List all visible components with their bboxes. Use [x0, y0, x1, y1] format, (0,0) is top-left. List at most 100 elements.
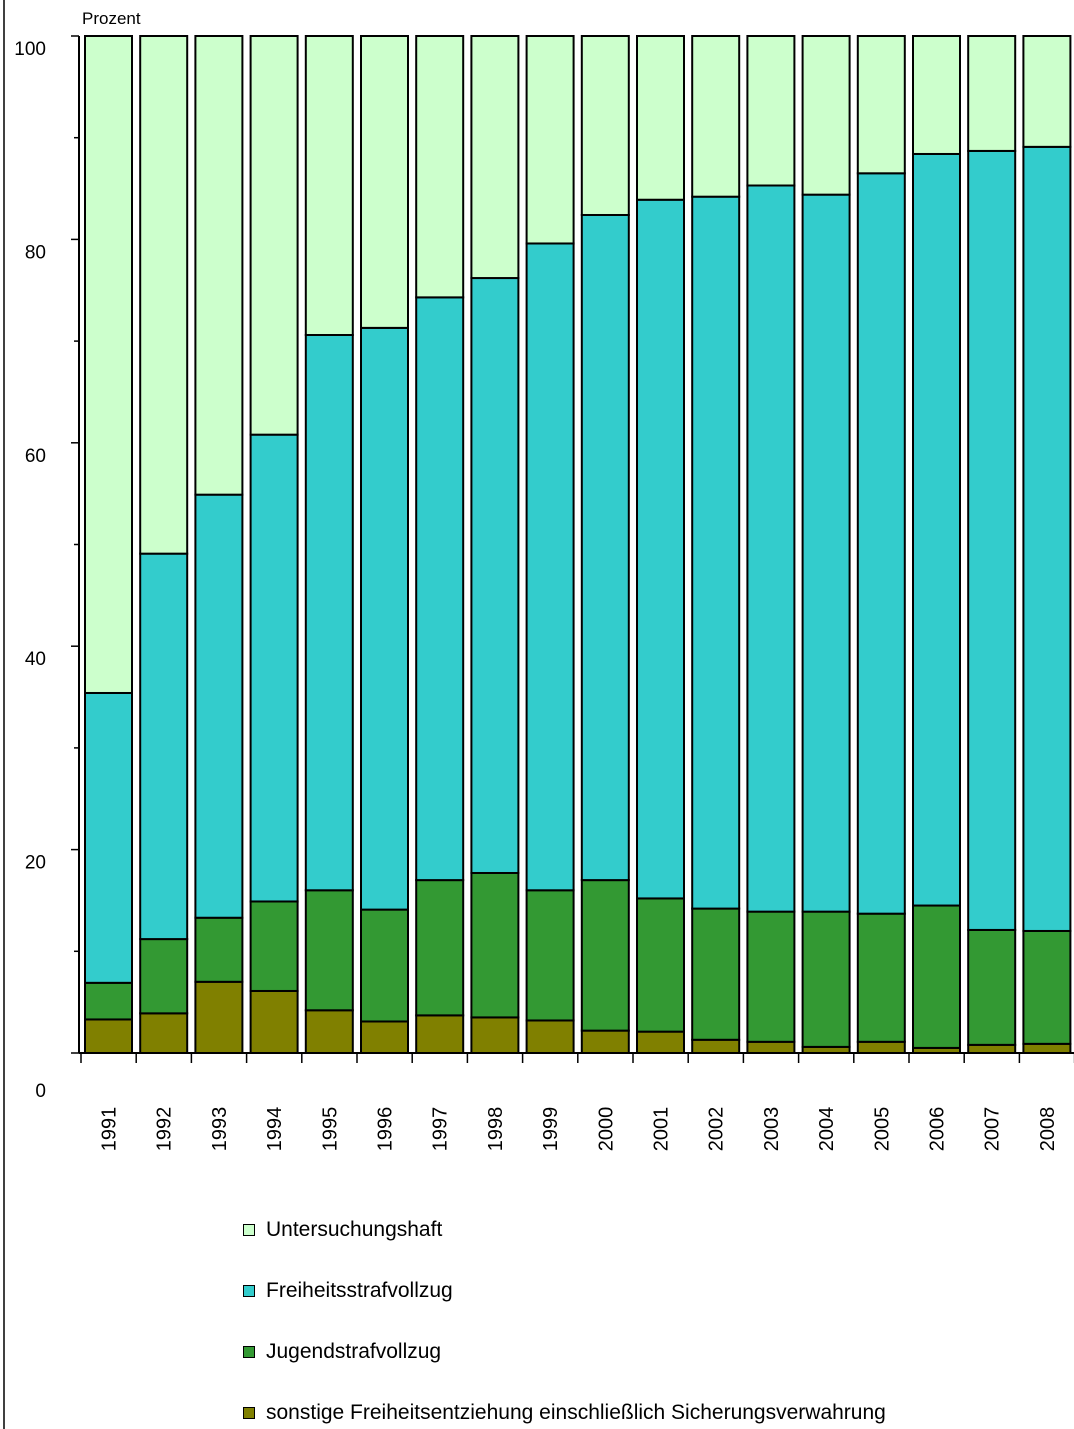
- bar-segment: [194, 35, 244, 496]
- x-tick-label: 1995: [319, 1107, 341, 1152]
- bar-segment: [415, 35, 465, 299]
- bar-segment: [856, 35, 906, 175]
- bar-segment: [415, 296, 465, 882]
- bar-segment: [139, 35, 189, 555]
- bar-segment: [746, 910, 796, 1043]
- bar-segment: [194, 916, 244, 983]
- bar-segment: [580, 879, 630, 1032]
- legend-swatch: [243, 1407, 255, 1419]
- bar-segment: [691, 35, 741, 198]
- y-tick-label: 80: [25, 242, 46, 263]
- bar-segment: [856, 912, 906, 1043]
- x-tick-label: 1996: [375, 1107, 397, 1152]
- x-tick-label: 1992: [154, 1107, 176, 1152]
- legend-item-freiheitsstrafvollzug: Freiheitsstrafvollzug: [243, 1279, 453, 1303]
- bar-segment: [470, 1016, 520, 1055]
- bar-segment: [580, 213, 630, 882]
- bar-segment: [360, 1020, 409, 1055]
- bar-segment: [84, 691, 133, 984]
- bar-segment: [1022, 145, 1072, 932]
- y-tick-label: 100: [14, 39, 46, 60]
- bar-segment: [856, 172, 906, 915]
- bar-segment: [139, 1012, 189, 1054]
- bar-segment: [967, 149, 1017, 931]
- bar-segment: [691, 1038, 741, 1055]
- bar-segment: [801, 910, 851, 1048]
- bar-segment: [525, 242, 575, 892]
- bar-segment: [912, 904, 961, 1049]
- bar-segment: [304, 1009, 354, 1055]
- x-tick-label: 2005: [871, 1107, 893, 1152]
- bar-segment: [1022, 929, 1072, 1045]
- bar-segment: [746, 184, 796, 913]
- bar-segment: [636, 897, 685, 1033]
- bar-segment: [967, 1043, 1017, 1055]
- y-tick-label: 40: [25, 649, 46, 670]
- bar-segment: [636, 1030, 685, 1054]
- bar-segment: [304, 333, 354, 892]
- bar-segment: [525, 889, 575, 1022]
- legend-label: Jugendstrafvollzug: [266, 1340, 442, 1363]
- x-tick-label: 1991: [99, 1107, 121, 1152]
- bar-segment: [249, 35, 299, 436]
- bar-segment: [470, 277, 520, 874]
- bar-segment: [636, 198, 685, 900]
- bar-segment: [967, 35, 1017, 152]
- bar-segment: [84, 35, 133, 694]
- bar-segment: [360, 35, 409, 329]
- bar-segment: [470, 871, 520, 1019]
- legend-swatch: [243, 1285, 255, 1297]
- bar-segment: [636, 35, 685, 201]
- bar-segment: [691, 907, 741, 1041]
- x-tick-label: 2007: [982, 1107, 1004, 1152]
- bar-segment: [580, 35, 630, 216]
- y-tick-label: 60: [25, 446, 46, 467]
- legend-item-sonstige: sonstige Freiheitsentziehung einschließl…: [243, 1401, 886, 1425]
- bar-segment: [856, 1040, 906, 1054]
- bar-segment: [746, 1040, 796, 1054]
- bar-segment: [249, 900, 299, 992]
- x-tick-label: 2002: [706, 1107, 728, 1152]
- legend-item-untersuchungshaft: Untersuchungshaft: [243, 1218, 442, 1242]
- y-tick-label: 20: [25, 853, 46, 874]
- bar-segment: [304, 889, 354, 1012]
- bar-segment: [580, 1029, 630, 1054]
- x-tick-label: 1998: [485, 1107, 507, 1152]
- bar-segment: [801, 35, 851, 196]
- bar-segment: [525, 1019, 575, 1054]
- bar-segment: [194, 493, 244, 919]
- bar-segment: [249, 989, 299, 1055]
- bar-segment: [139, 552, 189, 941]
- x-tick-label: 2001: [651, 1107, 673, 1152]
- x-tick-label: 2000: [595, 1107, 617, 1152]
- bar-segment: [801, 193, 851, 913]
- bar-segment: [1022, 35, 1072, 148]
- bar-segment: [912, 152, 961, 907]
- legend-swatch: [243, 1346, 255, 1358]
- x-tick-label: 2004: [816, 1107, 838, 1152]
- bar-segment: [912, 35, 961, 155]
- x-tick-label: 1993: [209, 1107, 231, 1152]
- legend-label: Freiheitsstrafvollzug: [266, 1279, 453, 1302]
- bar-segment: [470, 35, 520, 280]
- legend-swatch: [243, 1224, 255, 1236]
- bar-segment: [194, 980, 244, 1054]
- x-tick-label: 2003: [761, 1107, 783, 1152]
- x-tick-label: 1999: [540, 1107, 562, 1152]
- x-tick-label: 2006: [927, 1107, 949, 1152]
- bar-segment: [415, 879, 465, 1017]
- x-tick-label: 2008: [1037, 1107, 1059, 1152]
- bar-segment: [967, 928, 1017, 1046]
- bar-segment: [746, 35, 796, 187]
- y-axis-label: Prozent: [82, 9, 141, 28]
- bar-segment: [691, 195, 741, 910]
- legend-label: sonstige Freiheitsentziehung einschließl…: [266, 1401, 886, 1424]
- bar-segment: [360, 326, 409, 911]
- bar-segment: [360, 908, 409, 1023]
- x-tick-label: 1997: [430, 1107, 452, 1152]
- y-tick-label: 0: [35, 1081, 46, 1102]
- bar-segment: [525, 35, 575, 245]
- bar-segment: [249, 433, 299, 903]
